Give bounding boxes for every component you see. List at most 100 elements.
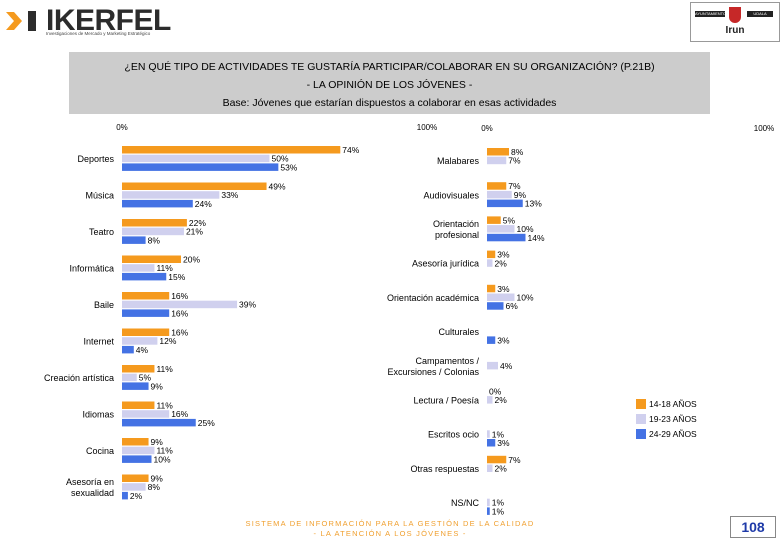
left-category-label: Informática bbox=[69, 264, 114, 274]
left-category-label: Internet bbox=[83, 337, 114, 347]
left-bar bbox=[122, 328, 170, 336]
left-category-label: Asesoría en bbox=[66, 477, 114, 487]
right-bar bbox=[487, 439, 496, 447]
left-bar-label: 21% bbox=[186, 227, 203, 237]
left-bar bbox=[122, 438, 149, 446]
right-bar-label: 1% bbox=[492, 498, 505, 508]
right-bar bbox=[487, 430, 490, 438]
right-bar bbox=[487, 216, 501, 224]
left-bar-label: 11% bbox=[156, 364, 173, 374]
left-bar-label: 12% bbox=[159, 336, 176, 346]
right-bar-label: 10% bbox=[517, 224, 534, 234]
right-bar bbox=[487, 464, 493, 472]
left-bar bbox=[122, 300, 238, 309]
left-bar bbox=[122, 146, 341, 154]
irun-shield-icon bbox=[729, 7, 741, 23]
left-bar-label: 2% bbox=[130, 491, 143, 501]
left-bar bbox=[122, 345, 134, 354]
left-bar bbox=[122, 154, 270, 163]
right-category-label: Otras respuestas bbox=[410, 464, 479, 474]
brand-name: IKERFEL bbox=[46, 4, 171, 37]
right-bar bbox=[487, 182, 507, 190]
left-bar-label: 11% bbox=[156, 446, 173, 456]
right-category-label: Asesoría jurídica bbox=[412, 259, 479, 269]
legend: 14-18 AÑOS 19-23 AÑOS 24-29 AÑOS bbox=[636, 396, 697, 441]
right-bar-label: 0% bbox=[489, 386, 502, 396]
left-category-label: Música bbox=[85, 191, 114, 201]
header: IKERFEL Investigaciones de Mercado y Mar… bbox=[0, 0, 780, 42]
left-bar-label: 11% bbox=[156, 401, 173, 411]
footer-line1: SISTEMA DE INFORMACIÓN PARA LA GESTIÓN D… bbox=[245, 519, 535, 528]
right-bar-label: 10% bbox=[517, 293, 534, 303]
right-bar bbox=[487, 156, 507, 165]
right-category-label: Orientación académica bbox=[387, 293, 479, 303]
left-bar bbox=[122, 264, 155, 272]
left-category-label: Cocina bbox=[86, 446, 114, 456]
right-bar-label: 3% bbox=[497, 438, 510, 448]
left-axis-max-label: 100% bbox=[417, 123, 437, 132]
right-category-label: NS/NC bbox=[451, 498, 480, 508]
right-bar bbox=[487, 259, 493, 267]
right-category-label: Culturales bbox=[438, 327, 479, 337]
left-bar-label: 9% bbox=[151, 474, 164, 484]
legend-item: 24-29 AÑOS bbox=[636, 426, 697, 441]
left-axis-min-label: 0% bbox=[116, 123, 128, 132]
right-bar bbox=[487, 190, 512, 199]
left-bar bbox=[122, 491, 128, 500]
left-bar bbox=[122, 401, 155, 409]
left-bar bbox=[122, 272, 167, 281]
irun-logo: AYUNTAMIENTO UDALA Irun bbox=[690, 2, 780, 42]
right-bar-label: 1% bbox=[492, 506, 505, 516]
right-bar bbox=[487, 396, 493, 404]
left-bar-label: 16% bbox=[171, 308, 188, 318]
left-bar-label: 16% bbox=[171, 409, 188, 419]
left-bar-label: 10% bbox=[154, 454, 171, 464]
right-bar-label: 9% bbox=[514, 190, 527, 200]
client-tag-left: AYUNTAMIENTO bbox=[695, 11, 727, 17]
left-bar-label: 24% bbox=[195, 199, 212, 209]
right-bar-label: 7% bbox=[508, 455, 521, 465]
left-category-label: Creación artística bbox=[44, 373, 114, 383]
left-bar bbox=[122, 219, 187, 227]
left-bar bbox=[122, 182, 267, 190]
left-bar-label: 20% bbox=[183, 255, 200, 265]
right-category-label: Lectura / Poesía bbox=[413, 395, 479, 405]
left-bar-label: 16% bbox=[171, 291, 188, 301]
left-bar-label: 49% bbox=[269, 182, 286, 192]
right-category-label: Escritos ocio bbox=[428, 430, 479, 440]
left-bar bbox=[122, 309, 170, 317]
left-bar bbox=[122, 410, 170, 418]
right-bar-label: 14% bbox=[528, 233, 545, 243]
left-bar bbox=[122, 365, 155, 373]
right-bar bbox=[487, 336, 496, 344]
right-bar-label: 6% bbox=[506, 301, 519, 311]
chart-title-box: ¿EN QUÉ TIPO DE ACTIVIDADES TE GUSTARÍA … bbox=[69, 52, 710, 114]
right-category-label: Audiovisuales bbox=[423, 190, 479, 200]
right-bar-label: 2% bbox=[495, 258, 508, 268]
right-category-label: Excursiones / Colonias bbox=[387, 367, 479, 377]
right-bar bbox=[487, 293, 515, 301]
left-bar bbox=[122, 483, 146, 491]
page-number: 108 bbox=[730, 516, 776, 538]
left-bar bbox=[122, 199, 193, 208]
chart-base-note: Base: Jóvenes que estarían dispuestos a … bbox=[222, 97, 557, 109]
left-category-label: sexualidad bbox=[71, 488, 114, 498]
right-bar bbox=[487, 507, 490, 515]
right-bar bbox=[487, 225, 515, 233]
right-bar-label: 8% bbox=[511, 147, 524, 157]
ikerfel-logo-icon bbox=[6, 11, 36, 31]
client-name: Irun bbox=[725, 25, 745, 36]
right-bar bbox=[487, 455, 507, 464]
chart-subtitle: - LA OPINIÓN DE LOS JÓVENES - bbox=[306, 79, 473, 91]
left-bar bbox=[122, 227, 184, 236]
left-bar-label: 74% bbox=[342, 145, 359, 155]
right-bar-label: 1% bbox=[492, 429, 505, 439]
right-bar-label: 4% bbox=[500, 361, 513, 371]
left-category-label: Idiomas bbox=[82, 410, 114, 420]
legend-item: 19-23 AÑOS bbox=[636, 411, 697, 426]
right-bar bbox=[487, 302, 504, 310]
left-bar-label: 11% bbox=[156, 263, 173, 273]
right-bar-label: 5% bbox=[503, 215, 516, 225]
right-bar-label: 2% bbox=[495, 395, 508, 405]
left-bar-label: 50% bbox=[272, 154, 289, 164]
